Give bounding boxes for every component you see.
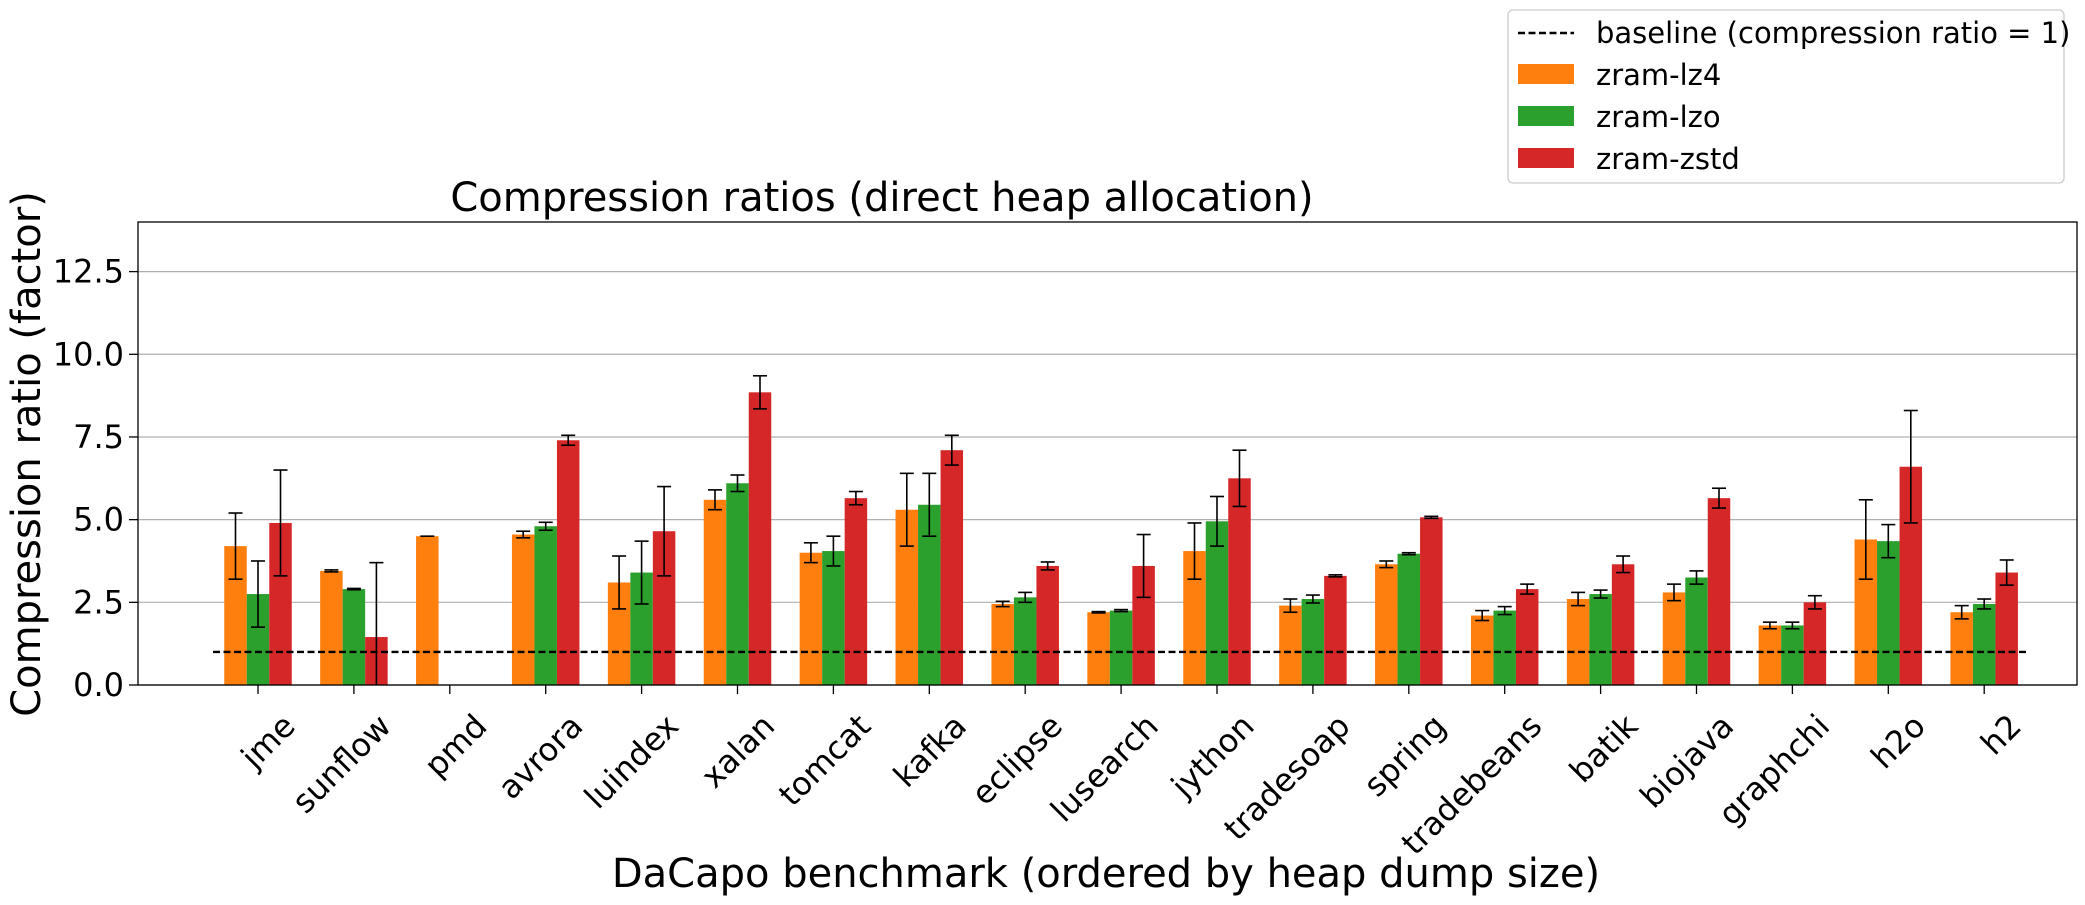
bar-zram-lz4-h2o	[1854, 539, 1878, 685]
y-tick-label: 2.5	[73, 583, 124, 621]
bar-zram-lz4-jme	[224, 546, 247, 685]
bar-zram-lz4-biojava	[1662, 592, 1686, 685]
x-tick-label-pmd: pmd	[417, 707, 495, 785]
bar-zram-lzo-luindex	[630, 572, 653, 685]
x-tick-label-tomcat: tomcat	[771, 707, 878, 814]
chart-title: Compression ratios (direct heap allocati…	[450, 175, 1313, 221]
bar-zram-lzo-tradesoap	[1301, 599, 1325, 685]
bar-zram-zstd-h2o	[1899, 466, 1923, 685]
bar-zram-zstd-batik	[1611, 564, 1635, 685]
plot-frame	[137, 221, 2078, 686]
bar-zram-zstd-jme	[269, 522, 292, 685]
legend-label-zram-lz4: zram-lz4	[1596, 58, 1721, 92]
bar-zram-zstd-lusearch	[1132, 565, 1155, 685]
legend-label-zram-zstd: zram-zstd	[1596, 142, 1740, 176]
bar-zram-lzo-tomcat	[822, 551, 845, 685]
bar-zram-lzo-graphchi	[1781, 625, 1804, 685]
y-axis-label: Compression ratio (factor)	[4, 191, 50, 717]
bar-zram-lz4-h2	[1950, 612, 1973, 685]
bar-zram-lzo-h2o	[1877, 541, 1900, 685]
x-tick-label-luindex: luindex	[577, 707, 686, 816]
bar-zram-lzo-xalan	[726, 483, 749, 685]
bar-zram-lz4-spring	[1375, 564, 1398, 685]
bar-zram-lz4-avrora	[511, 534, 535, 685]
x-axis-label: DaCapo benchmark (ordered by heap dump s…	[612, 851, 1600, 897]
bar-zram-zstd-biojava	[1707, 498, 1731, 685]
bar-zram-lz4-batik	[1566, 599, 1590, 685]
legend: baseline (compression ratio = 1) zram-lz…	[1507, 9, 2070, 184]
bar-zram-zstd-tradesoap	[1324, 575, 1347, 685]
bar-zram-zstd-jython	[1228, 478, 1251, 685]
bar-zram-lz4-xalan	[703, 499, 727, 685]
y-tick-label: 12.5	[53, 253, 124, 291]
legend-swatch-zram-lzo	[1518, 106, 1574, 126]
y-axis: 0.0 2.5 5.0 7.5 10.0 12.5	[53, 253, 138, 704]
bar-zram-lz4-graphchi	[1758, 625, 1782, 685]
legend-baseline-label: baseline (compression ratio = 1)	[1596, 16, 2070, 50]
y-tick-label: 7.5	[73, 418, 124, 456]
y-tick-label: 10.0	[53, 335, 124, 373]
bar-zram-zstd-graphchi	[1803, 602, 1827, 685]
bar-zram-lzo-jme	[246, 594, 270, 685]
bar-zram-lz4-tomcat	[799, 552, 823, 685]
x-tick-label-lusearch: lusearch	[1043, 707, 1166, 830]
x-tick-label-h2: h2	[1973, 707, 2029, 763]
x-tick-label-avrora: avrora	[490, 707, 590, 807]
x-tick-label-h2o: h2o	[1863, 707, 1932, 776]
bar-zram-lzo-lusearch	[1109, 610, 1133, 685]
bar-zram-lzo-tradebeans	[1493, 610, 1516, 685]
legend-swatch-zram-zstd	[1518, 148, 1574, 168]
bar-zram-zstd-eclipse	[1036, 565, 1059, 685]
bar-zram-lzo-spring	[1397, 553, 1421, 685]
x-tick-label-jme: jme	[233, 707, 303, 777]
bar-zram-zstd-tradebeans	[1515, 589, 1539, 685]
y-tick-label: 0.0	[73, 666, 124, 704]
bar-zram-zstd-luindex	[652, 531, 676, 685]
error-bars	[228, 374, 2014, 685]
x-tick-label-batik: batik	[1562, 706, 1646, 790]
bar-zram-lz4-luindex	[607, 582, 631, 685]
bar-zram-zstd-xalan	[748, 392, 772, 685]
bar-zram-lz4-lusearch	[1087, 612, 1110, 685]
bar-zram-lzo-kafka	[918, 504, 941, 685]
bar-zram-lzo-eclipse	[1013, 597, 1037, 685]
bar-zram-zstd-tomcat	[844, 498, 868, 685]
bar-zram-lzo-sunflow	[342, 589, 366, 685]
bar-zram-zstd-kafka	[940, 450, 964, 685]
bar-zram-zstd-avrora	[556, 440, 580, 685]
bar-zram-lz4-eclipse	[991, 603, 1014, 685]
x-tick-label-sunflow: sunflow	[285, 707, 399, 821]
bar-zram-zstd-h2	[1995, 572, 2018, 685]
bar-zram-lz4-tradesoap	[1279, 605, 1302, 685]
x-tick-label-xalan: xalan	[694, 707, 783, 796]
bar-zram-zstd-spring	[1420, 517, 1443, 685]
x-tick-label-kafka: kafka	[886, 707, 974, 795]
bar-zram-lzo-avrora	[534, 526, 557, 685]
legend-box	[1507, 9, 2065, 184]
y-tick-label: 5.0	[73, 501, 124, 539]
bar-zram-lz4-sunflow	[320, 570, 343, 685]
legend-swatch-zram-lz4	[1518, 64, 1574, 84]
bar-zram-lzo-h2	[1972, 603, 1996, 685]
bar-zram-lzo-jython	[1205, 521, 1229, 685]
bar-zram-lz4-kafka	[895, 509, 919, 685]
bar-zram-lzo-batik	[1589, 594, 1612, 685]
bar-zram-lz4-tradebeans	[1470, 615, 1494, 685]
bar-zram-lzo-biojava	[1685, 577, 1708, 685]
bar-zram-lz4-pmd	[416, 536, 439, 685]
legend-label-zram-lzo: zram-lzo	[1596, 100, 1721, 134]
bars	[224, 392, 2018, 685]
